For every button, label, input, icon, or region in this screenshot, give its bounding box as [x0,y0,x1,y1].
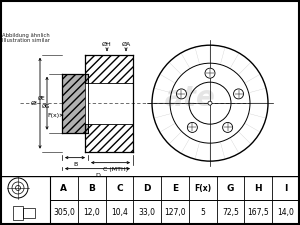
Bar [13,206,23,220]
Circle shape [208,101,212,105]
Text: A: A [60,184,68,193]
Text: Illustration similar: Illustration similar [2,38,50,43]
Text: F(x): F(x) [47,113,59,118]
Text: 305,0: 305,0 [53,209,75,218]
Text: D: D [95,173,100,178]
Text: 24.0112-0199.1: 24.0112-0199.1 [55,7,185,22]
Text: 5: 5 [200,209,205,218]
Circle shape [205,68,215,78]
Text: I: I [284,184,288,193]
Text: 72,5: 72,5 [222,209,239,218]
Text: ØI: ØI [31,101,38,106]
Text: 127,0: 127,0 [164,209,186,218]
Bar [85,124,133,152]
Text: 33,0: 33,0 [139,209,156,218]
Text: ate: ate [165,84,215,112]
Text: B: B [73,162,77,167]
Text: 14,0: 14,0 [278,209,295,218]
Circle shape [233,89,244,99]
Text: ØA: ØA [122,42,130,47]
Bar [85,83,88,124]
Text: E: E [172,184,178,193]
Text: B: B [88,184,95,193]
Text: G: G [227,184,234,193]
Text: Abbildung ähnlich: Abbildung ähnlich [2,33,50,38]
Text: D: D [143,184,151,193]
Circle shape [188,122,197,133]
Text: C: C [116,184,123,193]
Circle shape [176,89,187,99]
Text: ØE: ØE [38,96,45,101]
Text: ØH: ØH [102,42,112,47]
Text: ØG: ØG [41,104,50,109]
Text: 167,5: 167,5 [248,209,269,218]
Circle shape [223,122,232,133]
Text: 12,0: 12,0 [83,209,100,218]
Bar [62,74,88,133]
Text: C (MTH): C (MTH) [103,167,128,172]
Bar [23,208,35,218]
Text: H: H [254,184,262,193]
Text: 10,4: 10,4 [111,209,128,218]
Text: F(x): F(x) [194,184,211,193]
Bar [85,55,133,83]
Text: 412199: 412199 [197,7,259,22]
